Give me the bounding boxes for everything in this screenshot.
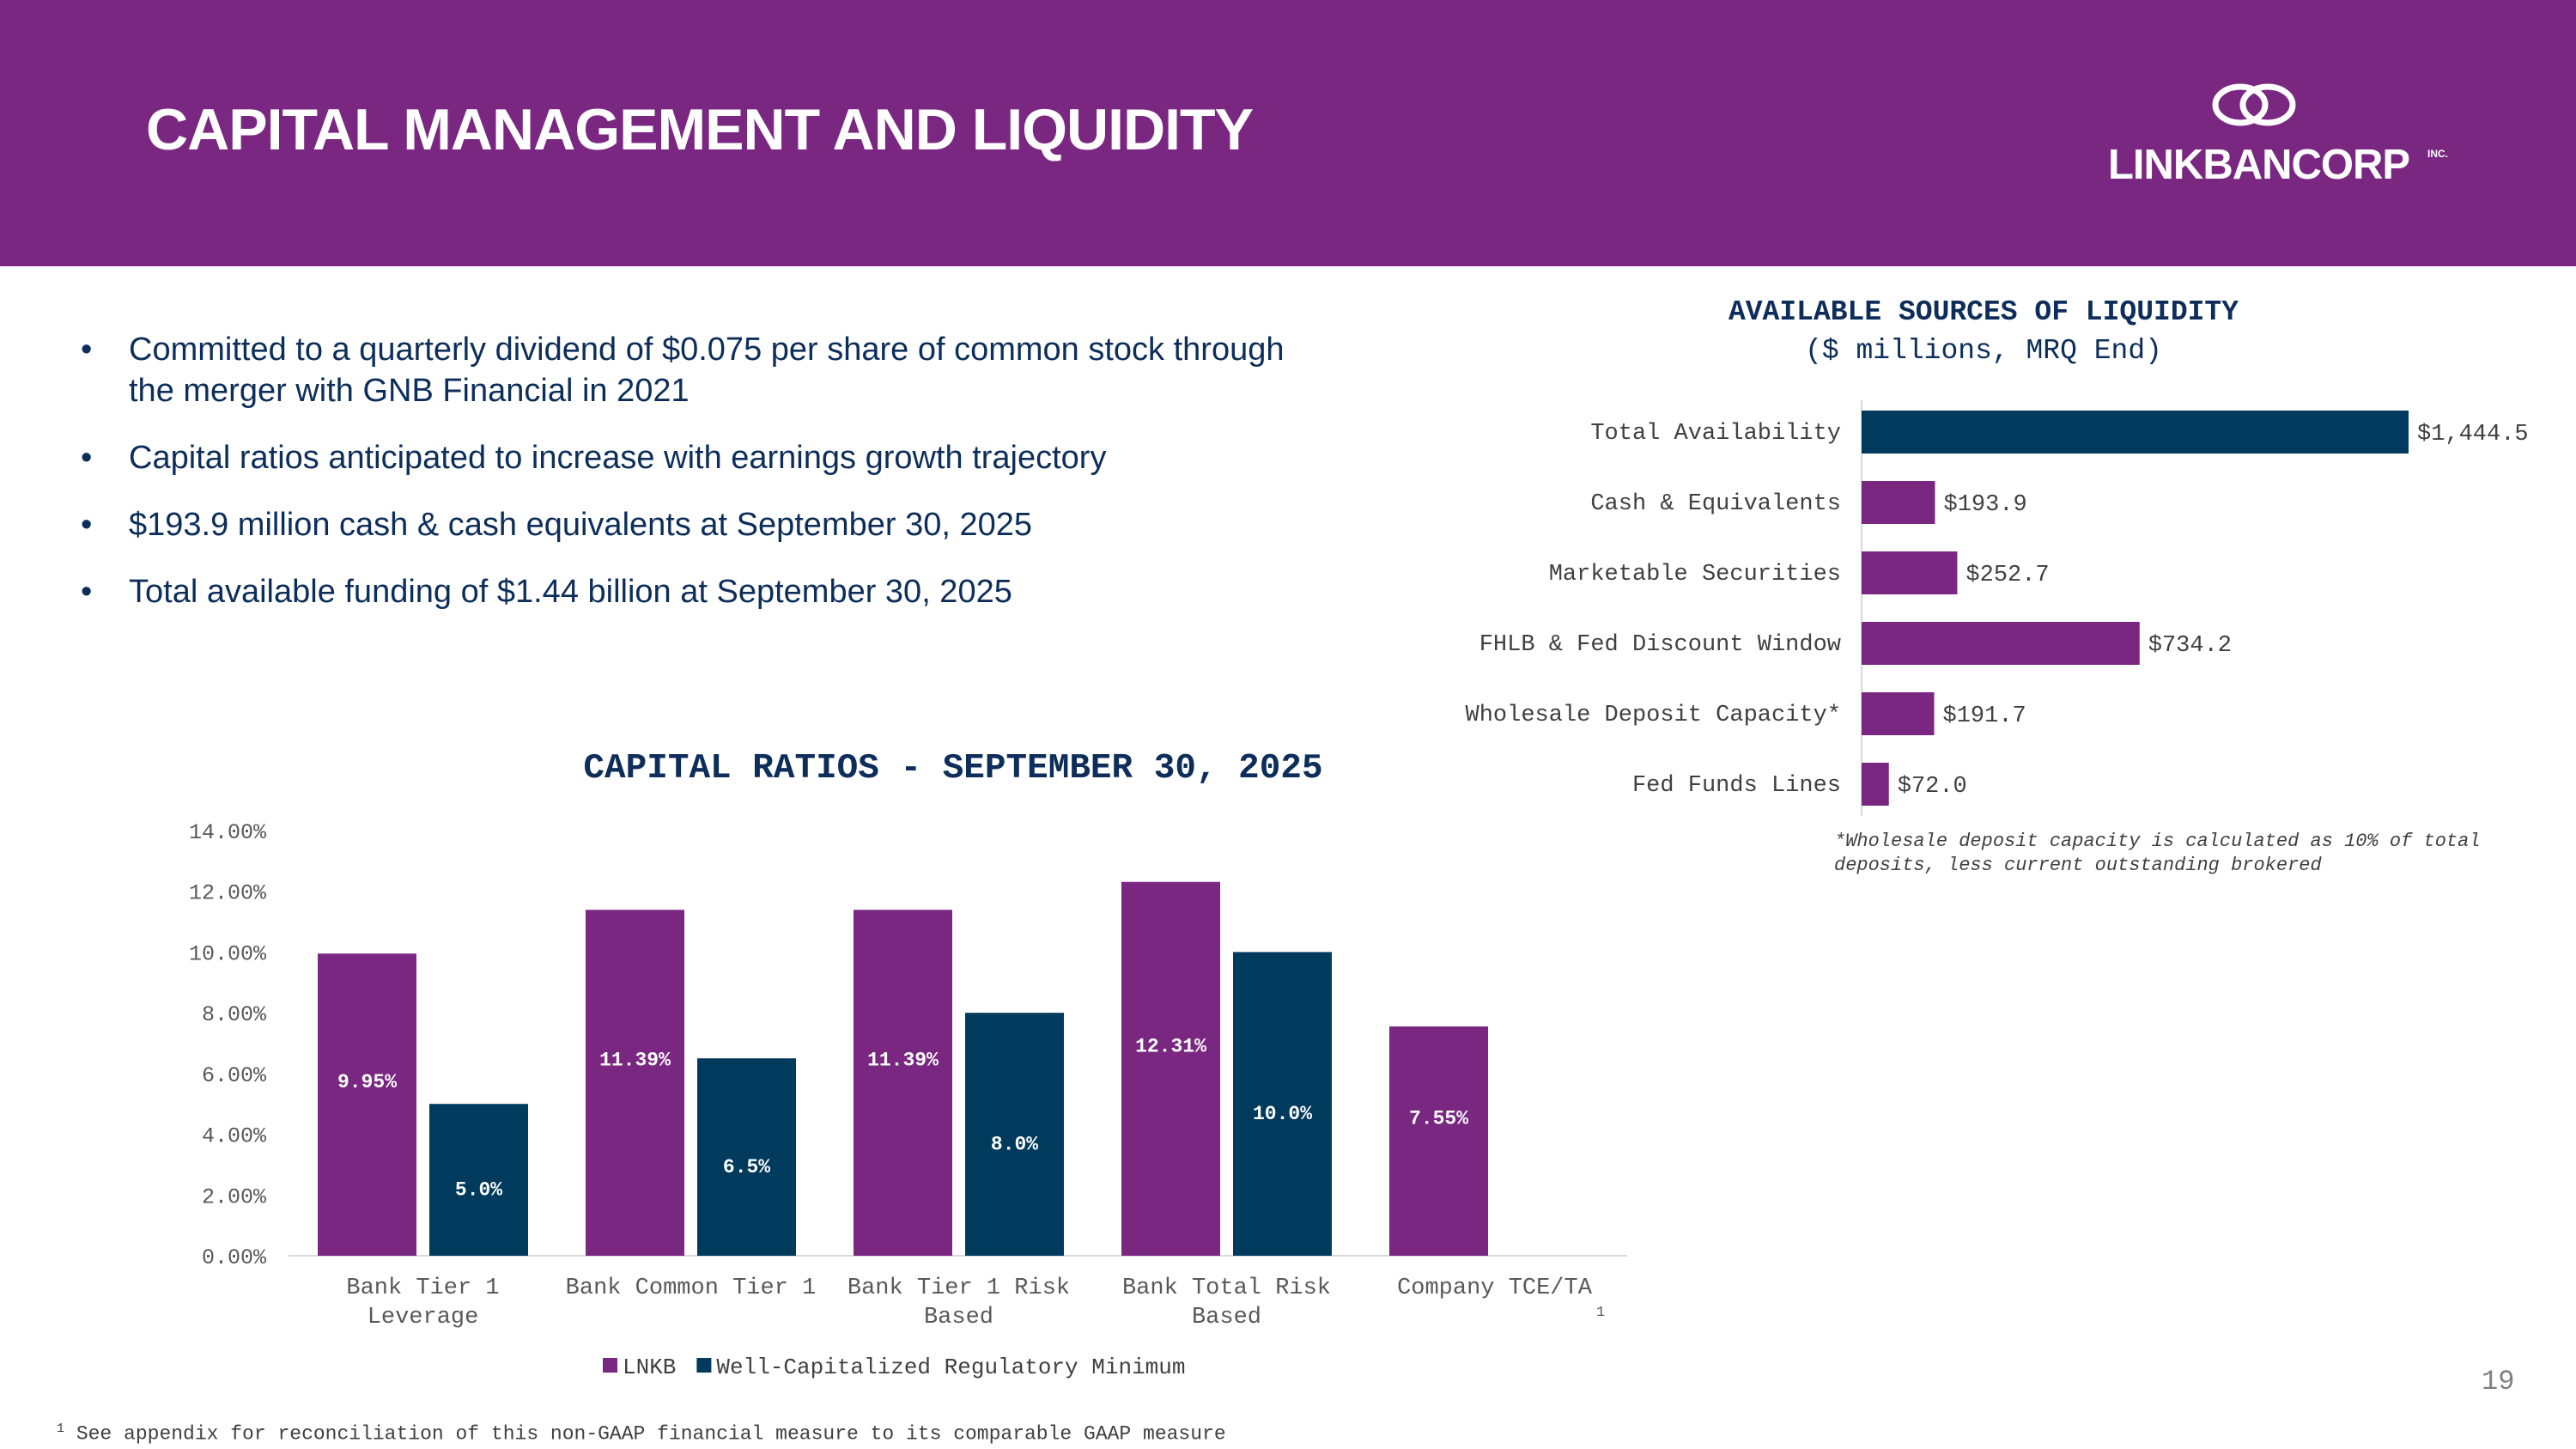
liquidity-footnote: *Wholesale deposit capacity is calculate… [1834,831,2481,876]
capital-legend-label: Well-Capitalized Regulatory Minimum [716,1355,1185,1380]
company-logo: LINKBANCORP INC. [2108,79,2469,191]
capital-y-tick-label: 0.00% [202,1245,267,1270]
liquidity-bar [1862,622,2140,665]
capital-category-label: Bank Tier 1 Risk [848,1275,1070,1301]
capital-bar [1233,952,1332,1256]
capital-bar [318,953,416,1256]
capital-data-label: 10.0% [1253,1103,1312,1125]
capital-y-tick-label: 8.00% [202,1002,267,1027]
page-number: 19 [2482,1366,2515,1397]
bullet-dot: • [81,574,93,610]
bullet-text: Committed to a quarterly dividend of $0.… [129,332,1285,409]
liquidity-bar [1862,551,1958,594]
interlocking-rings-icon [2212,83,2296,126]
liquidity-bar [1862,692,1935,735]
liquidity-data-label: $191.7 [1943,703,2026,729]
liquidity-category-label: Marketable Securities [1549,562,1841,588]
capital-bar [1389,1026,1488,1256]
capital-category-label: Company TCE/TA [1397,1275,1593,1301]
liquidity-category-label: Fed Funds Lines [1632,773,1841,799]
capital-data-label: 5.0% [455,1179,502,1202]
liquidity-bar [1862,481,1935,524]
capital-footnote-marker: 1 [1596,1305,1605,1321]
capital-legend-swatch [603,1358,617,1373]
capital-chart-title: CAPITAL RATIOS - SEPTEMBER 30, 2025 [583,749,1323,788]
capital-bar [586,910,684,1256]
capital-bar [854,910,952,1256]
capital-legend-swatch [696,1358,712,1373]
footer-footnote: 1 See appendix for reconciliation of thi… [57,1416,1259,1449]
bullet-item: • Total available funding of $1.44 billio… [77,571,1297,612]
capital-category-label: Bank Total Risk [1122,1275,1331,1301]
bullet-item: • Committed to a quarterly dividend of $0… [77,329,1297,411]
footnote-marker: 1 [57,1422,65,1436]
capital-bar [965,1013,1064,1256]
liquidity-data-label: $193.9 [1944,492,2027,518]
capital-category-label: Bank Common Tier 1 [566,1275,817,1301]
liquidity-bar [1862,763,1889,806]
capital-category-label: Based [924,1305,993,1330]
capital-y-tick-label: 6.00% [202,1063,267,1088]
capital-y-tick-label: 2.00% [202,1184,267,1209]
liquidity-category-label: Cash & Equivalents [1590,491,1841,517]
bullet-text: Total available funding of $1.44 billion… [129,574,1012,610]
capital-data-label: 9.95% [337,1071,397,1093]
liquidity-bar [1862,411,2409,454]
page-title: CAPITAL MANAGEMENT AND LIQUIDITY [146,97,1254,162]
liquidity-chart-title: AVAILABLE SOURCES OF LIQUIDITY [1728,296,2239,328]
header-banner [0,0,2576,266]
capital-bar [1121,881,1220,1256]
capital-y-tick-label: 10.00% [189,941,267,966]
capital-data-label: 6.5% [723,1156,770,1178]
bullet-text: $193.9 million cash & cash equivalents a… [129,507,1032,543]
liquidity-data-label: $72.0 [1898,774,1967,800]
liquidity-data-label: $252.7 [1965,563,2049,588]
capital-y-tick-label: 14.00% [189,820,267,845]
capital-data-label: 12.31% [1135,1035,1206,1057]
liquidity-chart-subtitle: ($ millions, MRQ End) [1805,335,2162,367]
bullet-item: • $193.9 million cash & cash equivalents … [77,504,1297,545]
capital-bar [429,1104,528,1256]
liquidity-category-label: FHLB & Fed Discount Window [1479,632,1841,658]
capital-category-label: Leverage [368,1305,479,1330]
liquidity-category-label: Total Availability [1590,421,1841,447]
bullet-dot: • [81,507,93,543]
capital-data-label: 11.39% [867,1050,939,1072]
capital-y-tick-label: 12.00% [189,881,267,906]
capital-legend-label: LNKB [623,1355,676,1380]
capital-bar [697,1058,796,1256]
bullet-item: • Capital ratios anticipated to increase … [77,437,1297,478]
capital-category-label: Bank Tier 1 [346,1275,499,1301]
capital-y-tick-label: 4.00% [202,1124,267,1149]
footnote-text: See appendix for reconciliation of this … [76,1422,1226,1446]
logo-inc-mark: INC. [2427,148,2448,160]
liquidity-data-label: $734.2 [2148,633,2232,659]
bullet-dot: • [81,332,93,368]
bullet-dot: • [81,440,93,476]
capital-category-label: Based [1192,1305,1261,1330]
liquidity-category-label: Wholesale Deposit Capacity* [1466,703,1841,728]
capital-data-label: 11.39% [599,1050,671,1072]
capital-data-label: 8.0% [991,1134,1038,1156]
logo-wordmark: LINKBANCORP [2108,142,2410,188]
bullet-text: Capital ratios anticipated to increase w… [129,440,1107,476]
key-points-list: • Committed to a quarterly dividend of $0… [77,329,1297,638]
liquidity-data-label: $1,444.5 [2417,422,2529,447]
capital-data-label: 7.55% [1409,1108,1468,1130]
